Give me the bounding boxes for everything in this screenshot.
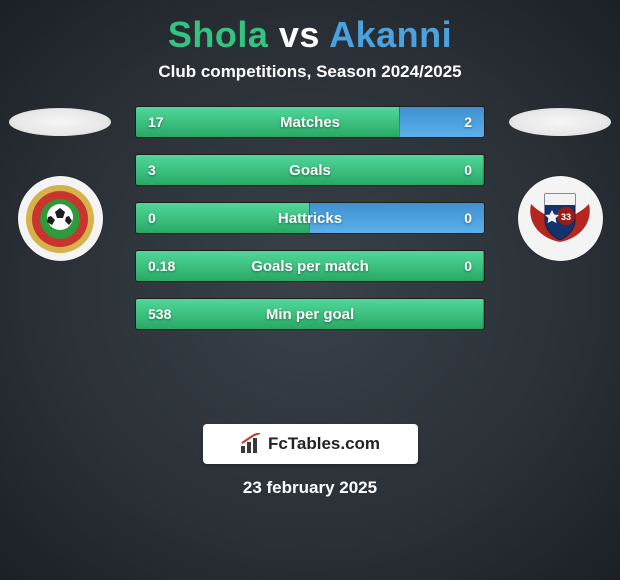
logo-text: FcTables.com [268,434,380,454]
stat-row: Goals30 [135,154,485,186]
comparison-stage: 33 Matches172 Goals30 Hattricks00 Goals per… [0,106,620,406]
stat-bar-left [136,107,401,137]
stat-bar-left [136,203,311,233]
svg-text:33: 33 [561,212,571,222]
stat-bar-right [483,251,484,281]
left-club-crest [18,176,103,261]
left-player-column [0,106,120,261]
stat-bar-left [136,155,485,185]
player-oval-right [509,108,611,136]
stat-bar-right [309,203,484,233]
player-oval-left [9,108,111,136]
stat-row: Goals per match0.180 [135,250,485,282]
crest-left-icon [25,184,95,254]
stat-row: Min per goal538 [135,298,485,330]
stat-bar-right [483,299,484,329]
stat-bar-right [399,107,484,137]
stat-bar-left [136,251,485,281]
comparison-bars: Matches172 Goals30 Hattricks00 Goals per ma… [135,106,485,330]
crest-right-icon: 33 [521,180,599,258]
stat-row: Matches172 [135,106,485,138]
title-player1: Shola [168,14,269,55]
title-vs: vs [268,14,329,55]
stat-row: Hattricks00 [135,202,485,234]
right-player-column: 33 [500,106,620,261]
fctables-logo: FcTables.com [203,424,418,464]
subtitle: Club competitions, Season 2024/2025 [0,62,620,82]
title-player2: Akanni [329,14,452,55]
footer-date: 23 february 2025 [0,478,620,498]
page-title: Shola vs Akanni [0,14,620,56]
right-club-crest: 33 [518,176,603,261]
bars-icon [240,433,262,455]
stat-bar-left [136,299,485,329]
stat-bar-right [483,155,484,185]
